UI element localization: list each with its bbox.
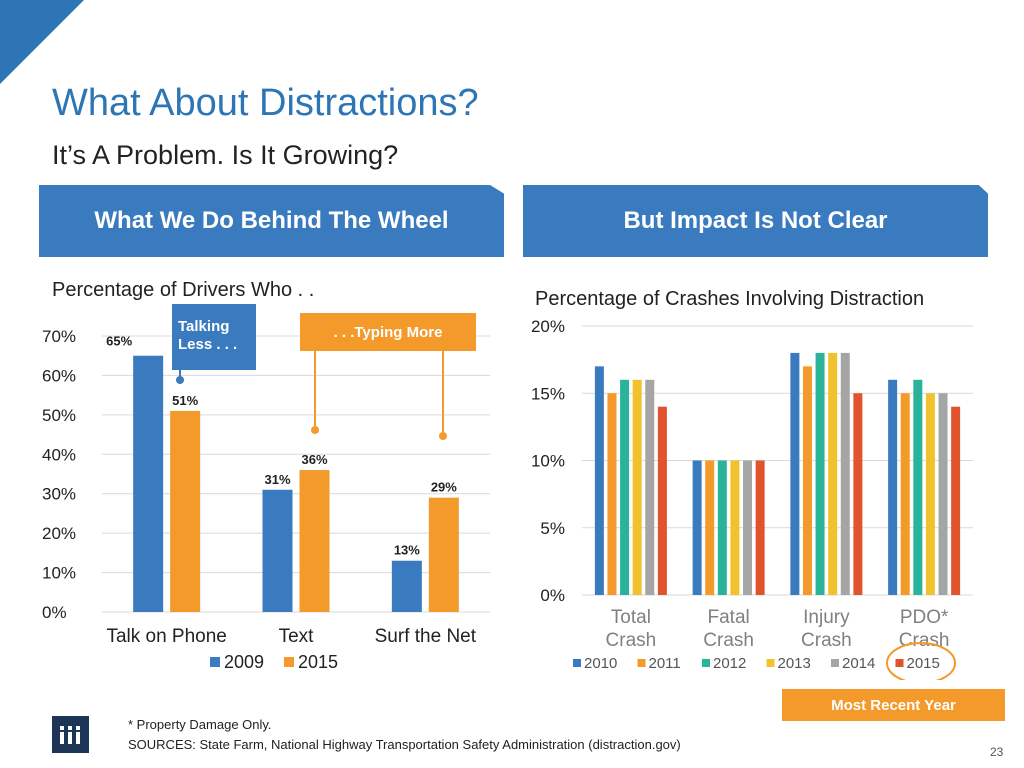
drivers-bar-2015 [170,410,201,612]
drivers-ytick-label: 40% [42,445,76,464]
crashes-bar-2011 [705,460,715,595]
crashes-category-label: Crash [606,630,657,651]
crashes-legend-label: 2011 [649,655,681,672]
drivers-category-label: Text [279,626,315,647]
crashes-bar-2015 [657,406,667,595]
crashes-bar-2012 [717,460,727,595]
crashes-ytick-label: 0% [540,586,565,605]
page-number: 23 [990,745,1004,759]
drivers-ytick-label: 50% [42,406,76,425]
drivers-legend-label: 2009 [224,652,264,672]
crashes-legend-label: 2012 [713,655,746,672]
crashes-bar-2014 [938,393,948,595]
right-section-banner: But Impact Is Not Clear [523,185,988,257]
crashes-legend-swatch-2014 [831,659,839,667]
talking-less-line2: Less . . . [178,336,238,353]
drivers-data-label: 51% [172,393,198,408]
crashes-bar-2012 [620,379,630,595]
crashes-bar-2014 [743,460,753,595]
highlight-ellipse [886,642,956,680]
page-title: What About Distractions? [52,82,479,124]
typing-connector-dot-text [311,426,319,434]
drivers-category-label: Talk on Phone [106,626,226,647]
crashes-bar-2011 [607,393,617,595]
sources-note: SOURCES: State Farm, National Highway Tr… [128,737,681,752]
drivers-chart-title: Percentage of Drivers Who . . [52,279,314,301]
drivers-legend-swatch-2009 [210,657,220,667]
crashes-category-label: Total [611,607,651,628]
crashes-ytick-label: 20% [531,317,565,336]
crashes-ytick-label: 15% [531,384,565,403]
crashes-legend-swatch-2012 [702,659,710,667]
crashes-legend-swatch-2015 [895,659,904,667]
drivers-bar-2009 [133,355,164,612]
crashes-bar-2010 [692,460,702,595]
crashes-ytick-label: 10% [531,452,565,471]
page-subtitle: It’s A Problem. Is It Growing? [52,140,399,170]
crashes-category-label: Fatal [708,607,750,628]
footnote: * Property Damage Only. [128,717,272,732]
talking-connector-dot [176,376,184,384]
talking-less-callout: Talking Less . . . [172,304,256,370]
drivers-ytick-label: 30% [42,485,76,504]
drivers-ytick-label: 0% [42,603,67,622]
drivers-ytick-label: 70% [42,327,76,346]
crashes-bar-2012 [913,379,923,595]
typing-more-callout: . . .Typing More [300,313,476,351]
crashes-bar-2013 [828,352,838,595]
iii-logo [52,716,89,753]
drivers-chart: Percentage of Drivers Who . . 0% 10% 20% 30… [42,279,490,672]
drivers-legend-label: 2015 [298,652,338,672]
crashes-bar-2010 [888,379,898,595]
drivers-data-label: 29% [431,480,457,495]
drivers-bar-2015 [428,497,459,612]
drivers-ytick-label: 60% [42,366,76,385]
crashes-bar-2015 [755,460,765,595]
crashes-legend-label: 2015 [907,655,940,672]
drivers-data-label: 36% [301,452,327,467]
crashes-bar-2014 [840,352,850,595]
crashes-ytick-label: 5% [540,519,565,538]
drivers-data-label: 31% [264,472,290,487]
crashes-bar-2015 [853,393,863,595]
drivers-category-label: Surf the Net [375,626,477,647]
crashes-bar-2010 [790,352,800,595]
drivers-data-label: 13% [394,543,420,558]
crashes-category-label: Injury [803,607,850,628]
crashes-bar-2013 [925,393,935,595]
drivers-bar-2015 [299,470,330,612]
typing-connector-dot-net [439,432,447,440]
drivers-bar-2009 [391,560,422,612]
left-section-banner: What We Do Behind The Wheel [39,185,504,257]
crashes-chart-title: Percentage of Crashes Involving Distract… [535,288,924,310]
crashes-legend-label: 2014 [842,655,875,672]
crashes-bar-2014 [645,379,655,595]
most-recent-year-badge: Most Recent Year [782,689,1005,721]
crashes-legend-swatch-2011 [637,659,646,667]
corner-decoration [0,0,84,84]
crashes-legend-label: 2013 [778,655,811,672]
crashes-bar-2013 [632,379,642,595]
crashes-legend-swatch-2010 [573,659,581,667]
crashes-bar-2013 [730,460,740,595]
logo-icon [60,726,80,744]
crashes-category-label: Crash [703,630,754,651]
crashes-legend-label: 2010 [584,655,617,672]
drivers-bar-2009 [262,489,293,612]
crashes-chart: Percentage of Crashes Involving Distract… [531,288,973,680]
crashes-bar-2015 [951,406,961,595]
crashes-category-label: PDO* [900,607,949,628]
crashes-legend-swatch-2013 [766,659,775,667]
crashes-bar-2010 [594,366,604,595]
drivers-ytick-label: 20% [42,524,76,543]
crashes-category-label: Crash [801,630,852,651]
drivers-data-label: 65% [106,334,132,349]
drivers-legend-swatch-2015 [284,657,294,667]
crashes-bar-2011 [802,366,812,595]
talking-less-line1: Talking [178,318,230,335]
crashes-bar-2012 [815,352,825,595]
drivers-ytick-label: 10% [42,564,76,583]
crashes-bar-2011 [900,393,910,595]
